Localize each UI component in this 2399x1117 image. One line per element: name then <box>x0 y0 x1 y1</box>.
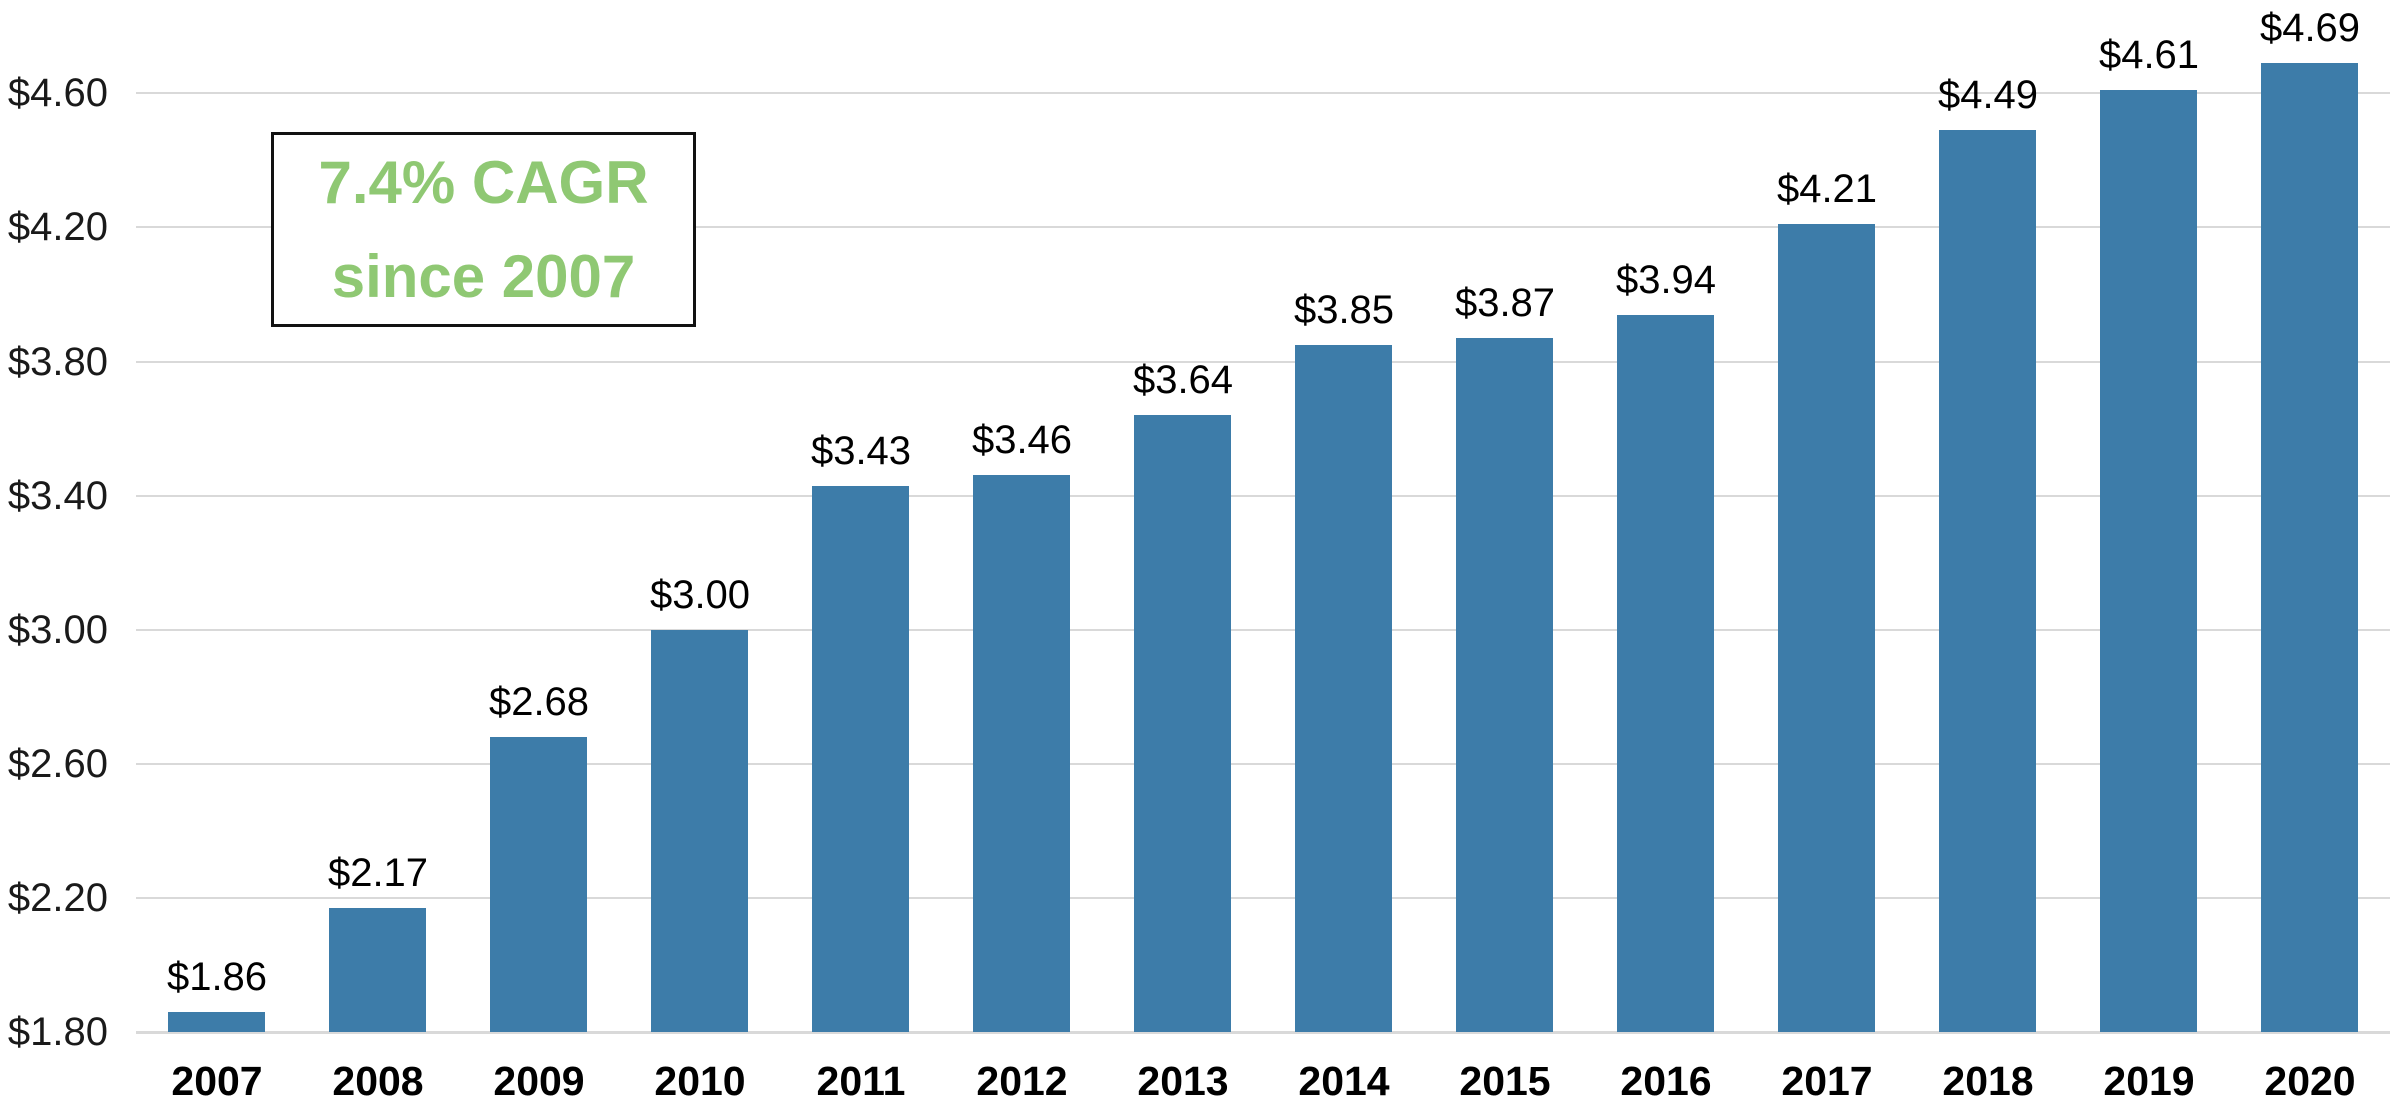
gridline <box>136 226 2390 228</box>
bar-value-label: $3.46 <box>971 418 1073 462</box>
cagr-annotation-line1: 7.4% CAGR <box>318 148 649 216</box>
gridline <box>136 361 2390 363</box>
bar-2018 <box>1939 130 2036 1032</box>
x-axis-label: 2011 <box>816 1058 906 1104</box>
bar-value-label: $3.94 <box>1615 258 1717 302</box>
y-axis-tick-label: $2.60 <box>7 742 108 786</box>
bar-2007 <box>168 1012 265 1032</box>
x-axis-label: 2019 <box>2103 1058 2195 1104</box>
cagr-annotation-box: 7.4% CAGR since 2007 <box>271 132 696 327</box>
y-axis-tick-label: $4.60 <box>7 71 108 115</box>
y-axis-tick-label: $3.00 <box>7 608 108 652</box>
x-axis-label: 2008 <box>332 1058 424 1104</box>
bar-value-label: $4.69 <box>2259 6 2361 50</box>
y-axis-tick-label: $1.80 <box>7 1010 108 1054</box>
y-axis-tick-label: $2.20 <box>7 876 108 920</box>
y-axis-tick-label: $3.80 <box>7 340 108 384</box>
bar-value-label: $2.17 <box>327 851 429 895</box>
cagr-annotation-line2: since 2007 <box>331 242 636 310</box>
bar-2015 <box>1456 338 1553 1032</box>
y-axis-tick-label: $3.40 <box>7 474 108 518</box>
bar-value-label: $3.87 <box>1454 281 1556 325</box>
bar-2016 <box>1617 315 1714 1032</box>
bar-value-label: $4.61 <box>2098 33 2200 77</box>
bar-2013 <box>1134 415 1231 1032</box>
bar-value-label: $3.00 <box>649 573 751 617</box>
x-axis-label: 2017 <box>1781 1058 1873 1104</box>
x-axis-label: 2012 <box>976 1058 1068 1104</box>
y-axis-tick-label: $4.20 <box>7 205 108 249</box>
bar-2020 <box>2261 63 2358 1032</box>
x-axis-line <box>136 1031 2390 1034</box>
bar-value-label: $4.49 <box>1937 73 2039 117</box>
bar-2014 <box>1295 345 1392 1032</box>
bar-2009 <box>490 737 587 1032</box>
gridline <box>136 495 2390 497</box>
bar-value-label: $3.85 <box>1293 288 1395 332</box>
bar-2017 <box>1778 224 1875 1032</box>
bar-value-label: $3.43 <box>810 429 912 473</box>
x-axis-label: 2007 <box>171 1058 263 1104</box>
bar-value-label: $1.86 <box>166 955 268 999</box>
bar-2019 <box>2100 90 2197 1032</box>
bar-2008 <box>329 908 426 1032</box>
gridline <box>136 629 2390 631</box>
x-axis-label: 2015 <box>1459 1058 1551 1104</box>
gridline <box>136 763 2390 765</box>
x-axis-label: 2009 <box>493 1058 585 1104</box>
bar-value-label: $4.21 <box>1776 167 1878 211</box>
bar-value-label: $2.68 <box>488 680 590 724</box>
bar-2012 <box>973 475 1070 1032</box>
x-axis-label: 2020 <box>2264 1058 2356 1104</box>
x-axis-label: 2018 <box>1942 1058 2034 1104</box>
x-axis-label: 2016 <box>1620 1058 1712 1104</box>
x-axis-label: 2013 <box>1137 1058 1229 1104</box>
bar-2010 <box>651 630 748 1032</box>
x-axis-label: 2010 <box>654 1058 746 1104</box>
gridline <box>136 897 2390 899</box>
x-axis-label: 2014 <box>1298 1058 1390 1104</box>
bar-2011 <box>812 486 909 1032</box>
bar-value-label: $3.64 <box>1132 358 1234 402</box>
gridline <box>136 92 2390 94</box>
